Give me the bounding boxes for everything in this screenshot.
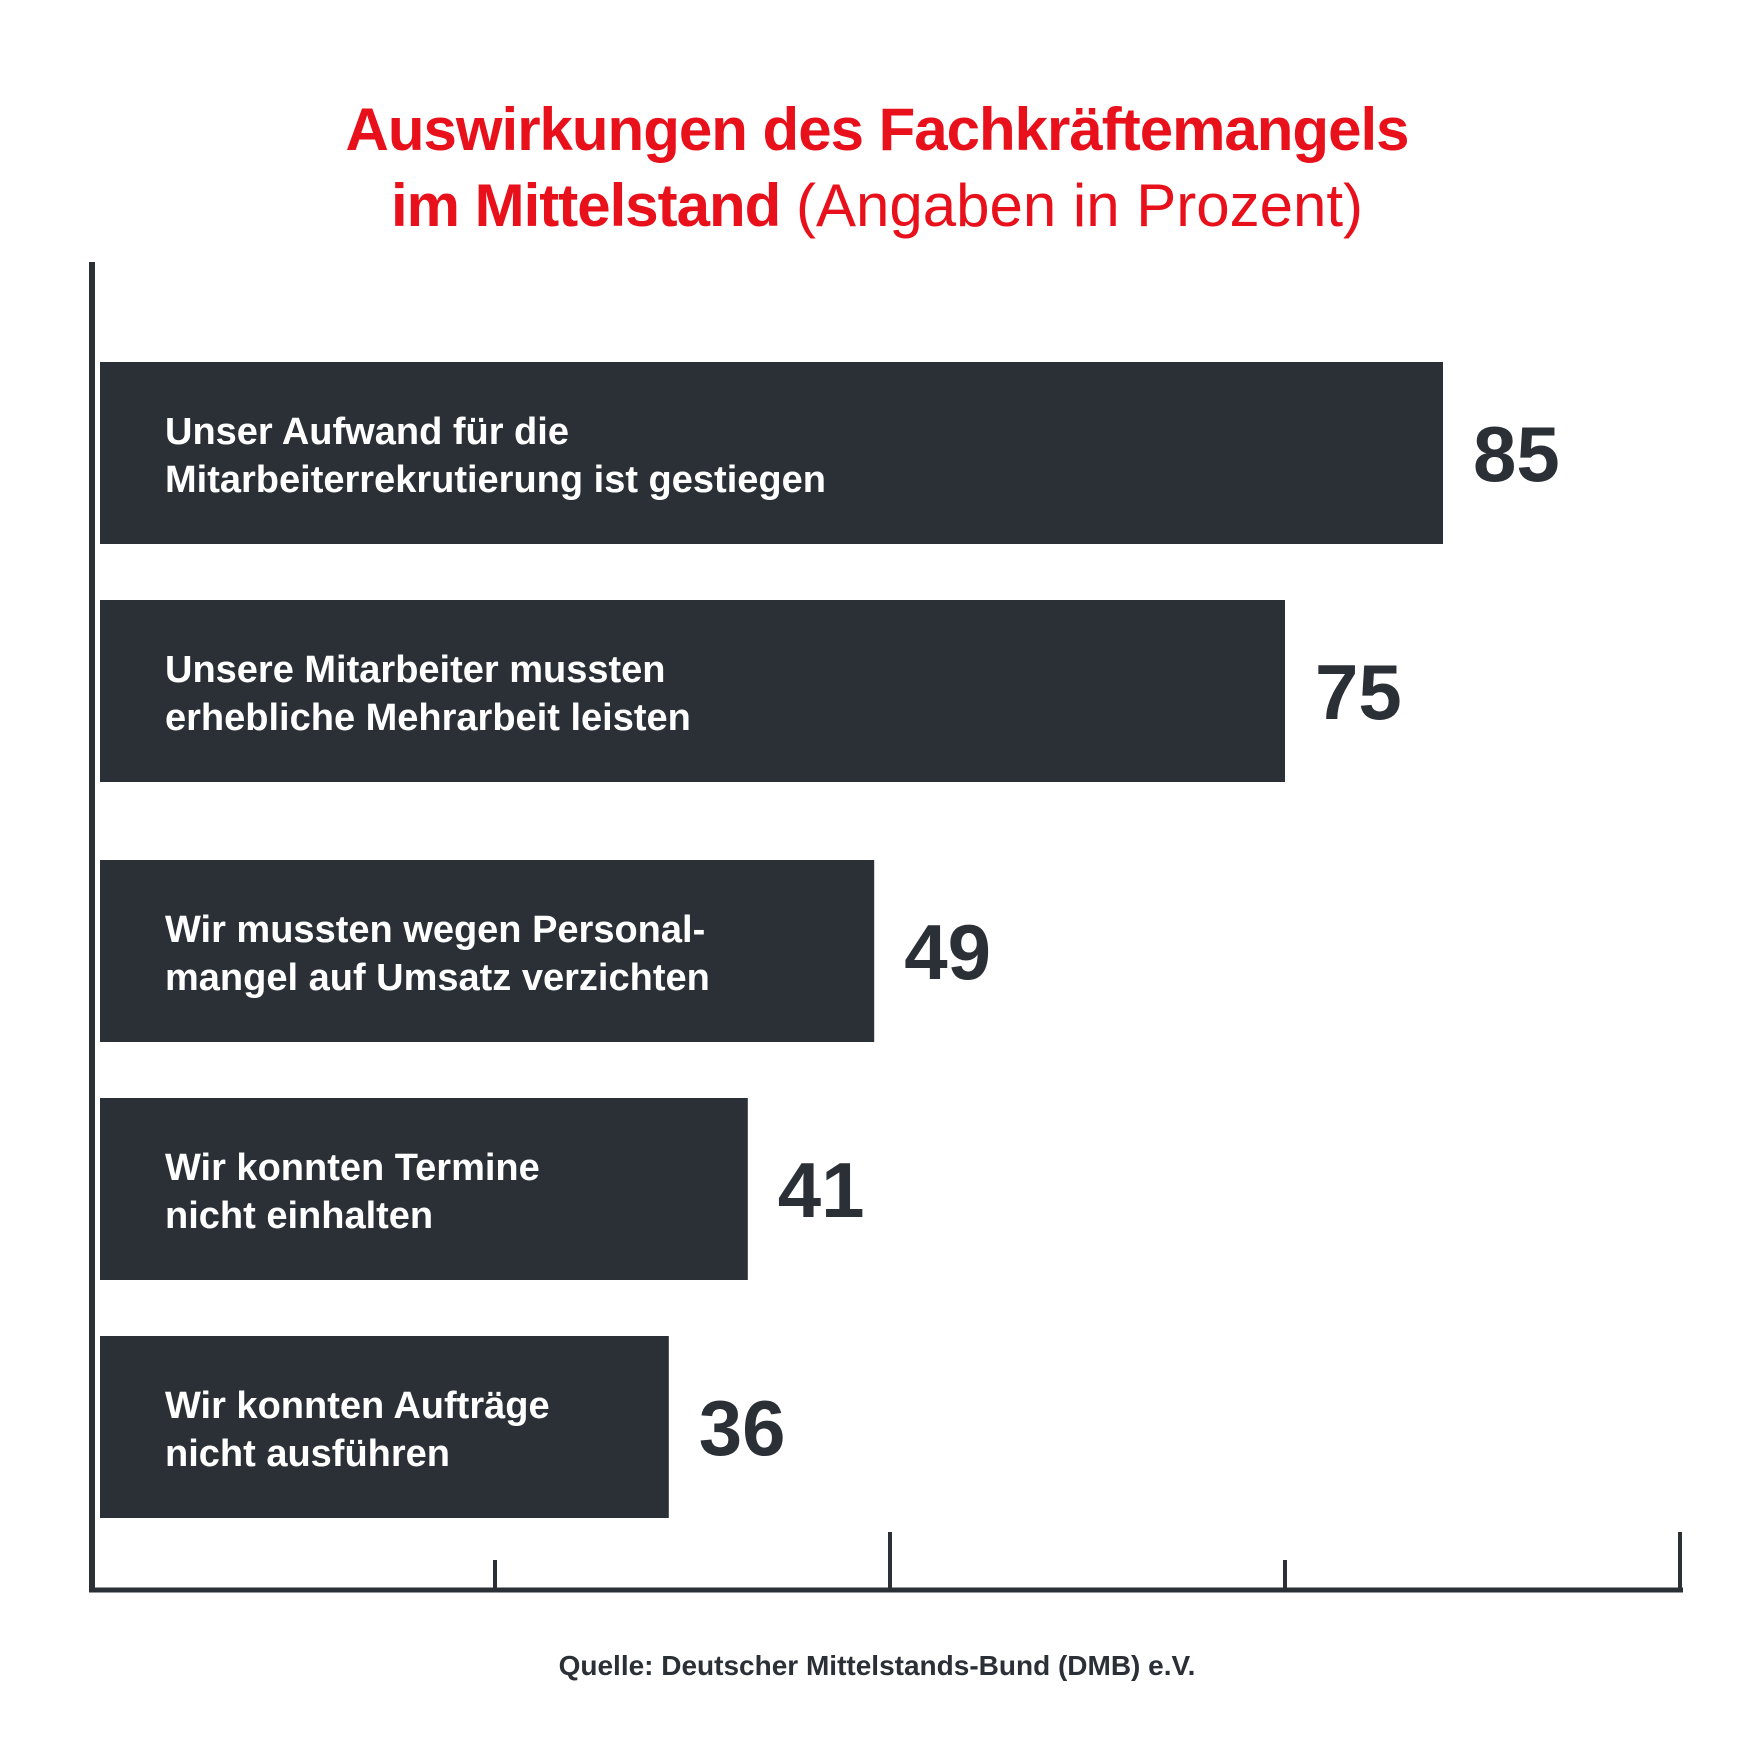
bar-label-5-line-1: Wir konnten Aufträge — [165, 1385, 550, 1427]
bar-3 — [100, 860, 875, 1042]
bar-label-1: Unser Aufwand für die Mitarbeiterrekrutie… — [165, 411, 826, 501]
bar-label-3-line-1: Wir mussten wegen Personal- — [165, 909, 705, 951]
bar-label-4-line-2: nicht einhalten — [165, 1195, 433, 1237]
bar-label-5: Wir konnten Aufträge nicht ausführen — [165, 1385, 550, 1475]
bar-2 — [100, 600, 1285, 782]
chart-title-line2-bold: im Mittelstand — [390, 172, 781, 239]
source-note: Quelle: Deutscher Mittelstands-Bund (DMB… — [558, 1650, 1196, 1681]
bar-label-3: Wir mussten wegen Personal-mangel auf Um… — [165, 909, 710, 999]
bar-label-1-line-2: Mitarbeiterrekrutierung ist gestiegen — [165, 459, 826, 501]
bar-label-4-line-1: Wir konnten Termine — [165, 1147, 540, 1189]
bar-4 — [100, 1098, 748, 1280]
chart-title-line2: im Mittelstand (Angaben in Prozent) — [0, 168, 1754, 244]
value-label-2: 75 — [1315, 648, 1402, 736]
value-label-3: 49 — [904, 908, 991, 996]
bar-label-2-line-1: Unsere Mitarbeiter mussten — [165, 649, 666, 691]
bar-label-3-line-2: mangel auf Umsatz verzichten — [165, 957, 710, 999]
bar-label-1-line-1: Unser Aufwand für die — [165, 411, 569, 453]
bar-label-2: Unsere Mitarbeiter mussten erhebliche Meh… — [165, 649, 691, 739]
bar-label-4: Wir konnten Termine nicht einhalten — [165, 1147, 540, 1237]
value-label-1: 85 — [1473, 410, 1560, 498]
value-label-5: 36 — [699, 1384, 786, 1472]
value-label-4: 41 — [778, 1146, 865, 1234]
chart-title-line1-text: Auswirkungen des Fachkräftemangels — [345, 96, 1410, 163]
bar-label-5-line-2: nicht ausführen — [165, 1433, 450, 1475]
chart-title-line1: Auswirkungen des Fachkräftemangels — [0, 92, 1754, 168]
chart-title-unit: (Angaben in Prozent) — [796, 172, 1364, 239]
chart-title: Auswirkungen des Fachkräftemangels im Mi… — [0, 92, 1754, 244]
bar-5 — [100, 1336, 669, 1518]
bar-1 — [100, 362, 1443, 544]
bar-label-2-line-2: erhebliche Mehrarbeit leisten — [165, 697, 691, 739]
